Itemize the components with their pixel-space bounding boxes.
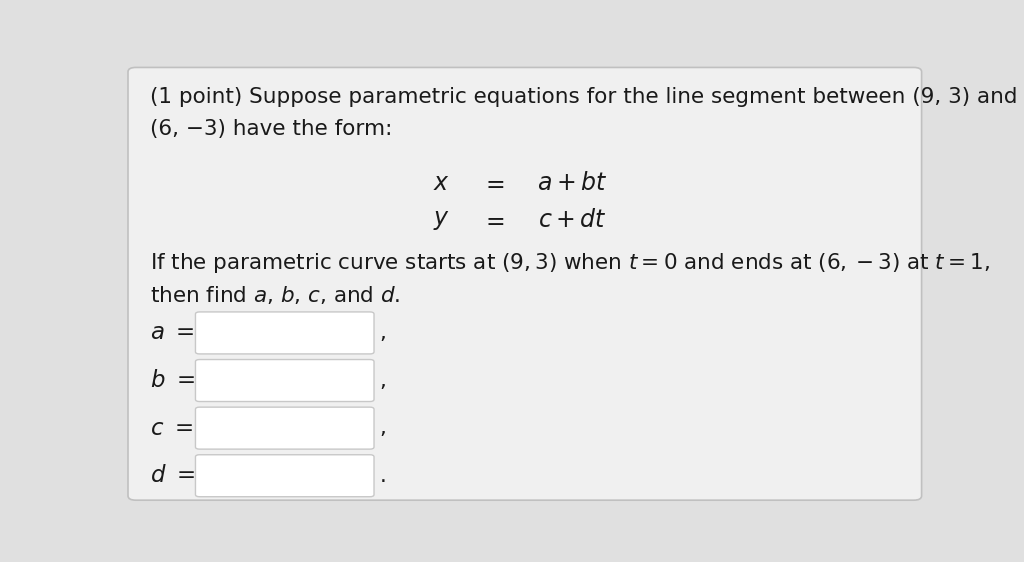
- Text: $a+bt$: $a+bt$: [538, 171, 607, 196]
- FancyBboxPatch shape: [196, 312, 374, 354]
- Text: $c+dt$: $c+dt$: [538, 208, 607, 232]
- Text: ,: ,: [380, 323, 386, 343]
- Text: (1 point) Suppose parametric equations for the line segment between (9, 3) and: (1 point) Suppose parametric equations f…: [151, 87, 1018, 107]
- Text: $a$ $=$: $a$ $=$: [151, 321, 195, 345]
- Text: $=$: $=$: [481, 171, 505, 196]
- Text: ,: ,: [380, 418, 386, 438]
- FancyBboxPatch shape: [196, 360, 374, 401]
- FancyBboxPatch shape: [196, 455, 374, 497]
- Text: $b$ $=$: $b$ $=$: [151, 369, 196, 392]
- Text: .: .: [380, 466, 386, 486]
- Text: $y$: $y$: [433, 208, 450, 232]
- FancyBboxPatch shape: [128, 67, 922, 500]
- Text: ,: ,: [380, 370, 386, 391]
- Text: $x$: $x$: [433, 171, 450, 196]
- Text: (6, −3) have the form:: (6, −3) have the form:: [151, 119, 392, 138]
- Text: $d$ $=$: $d$ $=$: [151, 464, 196, 487]
- Text: then find $a$, $b$, $c$, and $d$.: then find $a$, $b$, $c$, and $d$.: [151, 284, 400, 306]
- Text: $=$: $=$: [481, 208, 505, 232]
- Text: $c$ $=$: $c$ $=$: [151, 416, 194, 439]
- FancyBboxPatch shape: [196, 407, 374, 449]
- Text: If the parametric curve starts at $(9, 3)$ when $t = 0$ and ends at $(6, -3)$ at: If the parametric curve starts at $(9, 3…: [151, 251, 990, 275]
